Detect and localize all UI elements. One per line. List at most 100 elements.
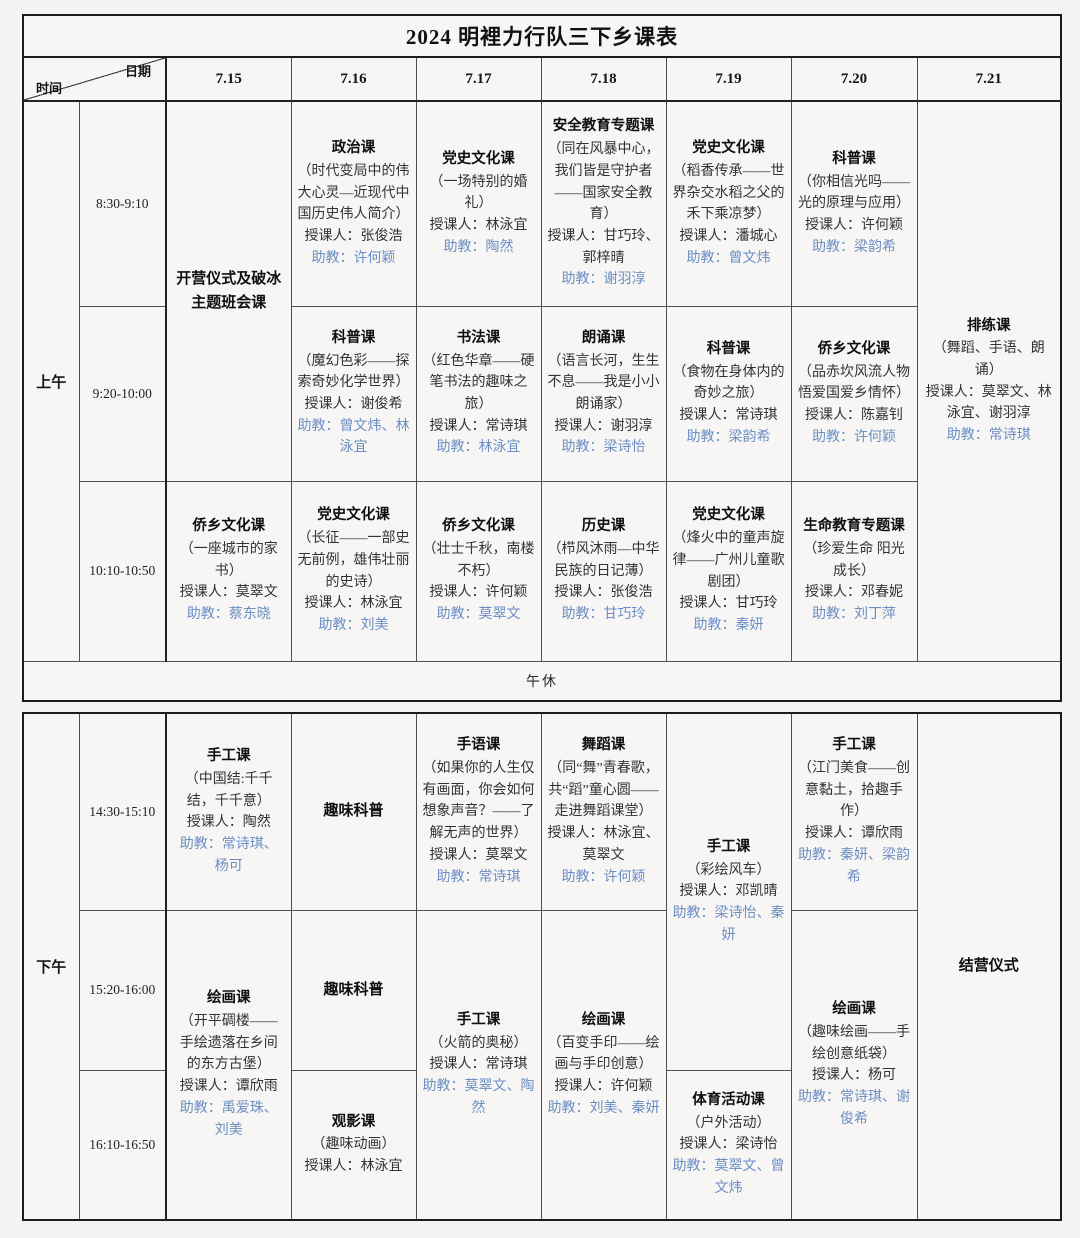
cell-a1-d18: 舞蹈课 （同“舞”青春歌，共“蹈”童心圆——走进舞蹈课堂） 授课人：林泳宜、莫翠… — [540, 712, 667, 911]
course-assistant: 助教：蔡东晓 — [186, 607, 271, 623]
cell-m3-d15: 侨乡文化课 （一座城市的家书） 授课人：莫翠文 助教：蔡东晓 — [165, 480, 292, 662]
course-title: 观影课 — [331, 1113, 376, 1130]
course-title: 趣味科普 — [323, 980, 384, 998]
course-teacher: 授课人：谭欣雨 — [805, 826, 903, 842]
course-assistant: 助教：许何颖 — [812, 429, 896, 445]
course-title: 党史文化课 — [442, 151, 515, 167]
course-teacher: 授课人：莫翠文 — [429, 847, 528, 863]
course-subtitle: （长征——一部史无前例，雄伟壮丽的史诗） — [297, 531, 410, 590]
course-title: 党史文化课 — [692, 140, 765, 157]
course-assistant: 助教：刘美 — [318, 617, 389, 633]
cell-m2-d19: 科普课 （食物在身体内的奇妙之旅） 授课人：常诗琪 助教：梁韵希 — [665, 305, 792, 482]
course-teacher: 授课人：陈嘉钊 — [805, 407, 903, 423]
course-subtitle: （语言长河，生生不息——我是小小朗诵家） — [547, 353, 660, 413]
course-subtitle: （魔幻色彩——探索奇妙化学世界） — [297, 353, 410, 391]
course-assistant: 助教：常诗琪、谢俊希 — [798, 1089, 910, 1127]
course-assistant: 助教：刘丁萍 — [812, 607, 896, 623]
course-assistant: 助教：梁韵希 — [686, 429, 771, 445]
course-title: 党史文化课 — [317, 507, 390, 524]
time-slot-1010: 10:10-10:50 — [78, 480, 167, 662]
course-subtitle: （趣味绘画——手绘创意纸袋） — [798, 1024, 910, 1062]
course-teacher: 授课人：陶然 — [186, 815, 271, 831]
course-teacher: 授课人：许何颖 — [805, 218, 903, 234]
course-title: 手语课 — [456, 737, 501, 754]
course-teacher: 授课人：邓凯晴 — [679, 884, 778, 900]
course-subtitle: （一座城市的家书） — [179, 542, 278, 579]
course-title: 绘画课 — [832, 1001, 876, 1018]
course-title: 体育活动课 — [692, 1092, 765, 1108]
course-subtitle: （彩绘风车） — [686, 862, 771, 878]
course-title: 安全教育专题课 — [552, 118, 655, 135]
course-title: 政治课 — [331, 140, 376, 157]
cell-a23-d17: 手工课 （火箭的奥秘） 授课人：常诗琪 助教：莫翠文、陶然 — [415, 909, 542, 1221]
course-teacher: 授课人：常诗琪 — [429, 418, 528, 434]
course-assistant: 助教：莫翠文、曾文炜 — [672, 1159, 785, 1196]
course-title: 朗诵课 — [581, 329, 626, 346]
course-title: 科普课 — [331, 329, 376, 346]
course-title: 结营仪式 — [958, 957, 1019, 974]
course-teacher: 授课人：谢羽淳 — [554, 418, 653, 434]
course-assistant: 助教：秦妍 — [693, 617, 764, 633]
course-subtitle: （栉风沐雨—中华民族的日记薄） — [547, 542, 660, 579]
course-assistant: 助教：常诗琪、杨可 — [179, 836, 278, 874]
cell-m1-d20: 科普课 （你相信光吗——光的原理与应用） 授课人：许何颖 助教：梁韵希 — [790, 100, 918, 307]
course-teacher: 授课人：张俊浩 — [554, 585, 653, 601]
period-label-afternoon: 下午 — [22, 712, 80, 1221]
course-subtitle: （珍爱生命 阳光成长） — [803, 542, 905, 579]
course-subtitle: （百变手印——绘画与手印创意） — [547, 1035, 660, 1073]
course-subtitle: （食物在身体内的奇妙之旅） — [672, 364, 785, 402]
afternoon-schedule-table: 下午 14:30-15:10 手工课 （中国结:千千结，千千意） 授课人：陶然 … — [22, 712, 1062, 1221]
cell-closing-ceremony: 结营仪式 — [916, 712, 1062, 1221]
course-assistant: 助教：曾文炜、林泳宜 — [297, 418, 410, 456]
course-teacher: 授课人：潘城心 — [679, 228, 778, 244]
date-header-7.17: 7.17 — [415, 56, 542, 102]
date-axis-label: 日期 — [124, 64, 151, 79]
course-assistant: 助教：常诗琪 — [946, 428, 1031, 444]
course-title: 科普课 — [832, 151, 876, 167]
course-title: 手工课 — [706, 839, 751, 855]
cell-m3-d20: 生命教育专题课 （珍爱生命 阳光成长） 授课人：邓春妮 助教：刘丁萍 — [790, 480, 918, 662]
course-assistant: 助教：莫翠文、陶然 — [422, 1079, 535, 1116]
course-title: 开营仪式及破冰主题班会课 — [176, 269, 282, 311]
course-teacher: 授课人：常诗琪 — [429, 1057, 528, 1073]
course-assistant: 助教：秦妍、梁韵希 — [798, 847, 910, 885]
course-assistant: 助教：梁诗怡 — [561, 440, 646, 456]
course-subtitle: （红色华章——硬笔书法的趣味之旅） — [422, 353, 535, 413]
course-subtitle: （稻香传承——世界杂交水稻之父的禾下乘凉梦） — [672, 163, 785, 223]
course-title: 趣味科普 — [323, 802, 384, 820]
course-title: 书法课 — [456, 329, 501, 346]
cell-a1-d15: 手工课 （中国结:千千结，千千意） 授课人：陶然 助教：常诗琪、杨可 — [165, 712, 292, 911]
date-header-7.19: 7.19 — [665, 56, 792, 102]
course-title: 绘画课 — [581, 1012, 626, 1028]
course-title: 手工课 — [456, 1012, 501, 1028]
course-teacher: 授课人：梁诗怡 — [679, 1137, 778, 1153]
time-slot-0920: 9:20-10:00 — [78, 305, 167, 482]
cell-a12-d19: 手工课 （彩绘风车） 授课人：邓凯晴 助教：梁诗怡、秦妍 — [665, 712, 792, 1071]
course-subtitle: （你相信光吗——光的原理与应用） — [798, 174, 910, 212]
course-title: 舞蹈课 — [581, 737, 626, 754]
course-teacher: 授课人：谭欣雨 — [179, 1079, 278, 1095]
cell-m2-d17: 书法课 （红色华章——硬笔书法的趣味之旅） 授课人：常诗琪 助教：林泳宜 — [415, 305, 542, 482]
course-teacher: 授课人：杨可 — [812, 1068, 896, 1084]
course-assistant: 助教：谢羽淳 — [561, 272, 646, 288]
cell-a2-d16: 趣味科普 — [290, 909, 417, 1071]
date-header-7.18: 7.18 — [540, 56, 667, 102]
course-assistant: 助教：甘巧玲 — [561, 607, 646, 623]
course-teacher: 授课人：常诗琪 — [679, 407, 778, 423]
cell-m1-d19: 党史文化课 （稻香传承——世界杂交水稻之父的禾下乘凉梦） 授课人：潘城心 助教：… — [665, 100, 792, 307]
course-teacher: 授课人：林泳宜 — [304, 596, 403, 612]
course-title: 手工课 — [832, 737, 876, 754]
diagonal-header-cell: 日期 时间 — [22, 56, 167, 102]
time-slot-1610: 16:10-16:50 — [78, 1069, 167, 1221]
course-assistant: 助教：禹爱珠、刘美 — [179, 1100, 278, 1138]
course-teacher: 授课人：莫翠文 — [179, 585, 278, 601]
course-assistant: 助教：许何颖 — [561, 869, 646, 885]
cell-a1-d20: 手工课 （江门美食——创意黏土，拾趣手作） 授课人：谭欣雨 助教：秦妍、梁韵希 — [790, 712, 918, 911]
time-slot-1520: 15:20-16:00 — [78, 909, 167, 1071]
cell-m2-d18: 朗诵课 （语言长河，生生不息——我是小小朗诵家） 授课人：谢羽淳 助教：梁诗怡 — [540, 305, 667, 482]
course-teacher: 授课人：张俊浩 — [304, 228, 403, 244]
course-assistant: 助教：陶然 — [443, 239, 514, 255]
course-teacher: 授课人：莫翠文、林泳宜、谢羽淳 — [925, 384, 1052, 422]
noon-break-row: 午休 — [22, 660, 1062, 702]
